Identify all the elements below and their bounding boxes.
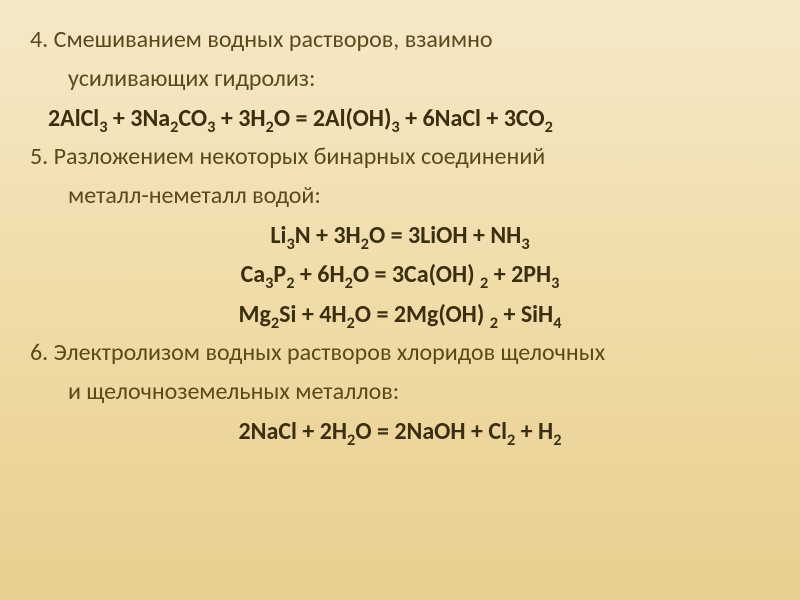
item5-eq3: Mg2Si + 4H2O = 2Mg(OH) 2 + SiH4 (30, 296, 770, 333)
item4-eq: 2AlCl3 + 3Na2CO3 + 3H2O = 2Al(OH)3 + 6Na… (30, 100, 770, 137)
item6-eq: 2NaCl + 2H2O = 2NaOH + Cl2 + H2 (30, 413, 770, 450)
item6-line2: и щелочноземельных металлов: (30, 374, 770, 410)
item5-eq2: Ca3P2 + 6H2O = 3Ca(OH) 2 + 2PH3 (30, 256, 770, 293)
item4-line2: усиливающих гидролиз: (30, 61, 770, 97)
item6-line1: 6. Электролизом водных растворов хлоридо… (30, 335, 770, 371)
item5-eq1: Li3N + 3H2O = 3LiOH + NH3 (30, 217, 770, 254)
item4-line1: 4. Смешиванием водных растворов, взаимно (30, 22, 770, 58)
item5-line2: металл-неметалл водой: (30, 178, 770, 214)
item5-line1: 5. Разложением некоторых бинарных соедин… (30, 139, 770, 175)
